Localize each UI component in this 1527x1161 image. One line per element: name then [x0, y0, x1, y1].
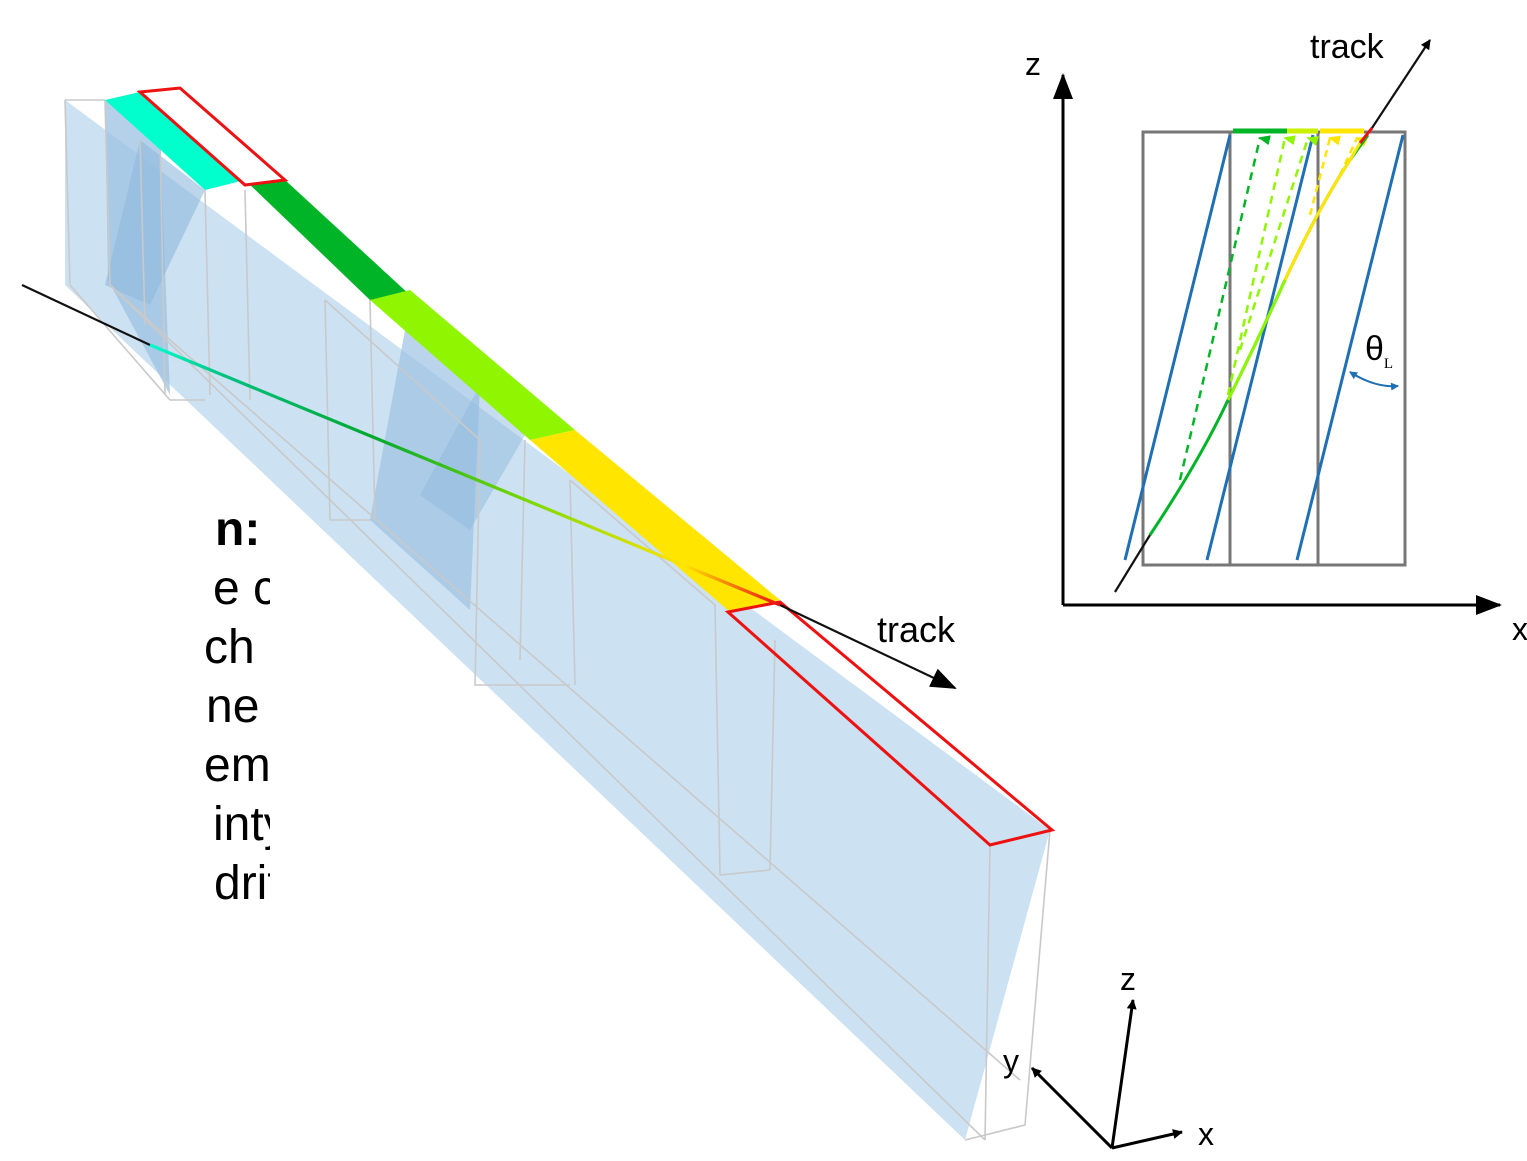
cell-top-1 — [105, 92, 245, 190]
cell-wall-shade-4 — [420, 385, 525, 530]
track-incoming — [21, 284, 151, 346]
inset-track-label: track — [1310, 28, 1385, 66]
triad-y-axis — [1030, 1066, 1114, 1150]
description-line-1: e closest — [213, 562, 270, 615]
cell-wall-shade-3 — [370, 330, 480, 610]
triad-z-axis — [1110, 999, 1137, 1149]
description-line-3: ne — [206, 680, 260, 733]
inset-track-colored-yellow — [1283, 142, 1362, 281]
detector-3d-view: track — [21, 86, 1056, 1141]
inset-track-black-low — [1114, 534, 1151, 593]
inset-arrow-lime-1 — [1226, 135, 1296, 396]
cell-top-4 — [530, 430, 780, 612]
inset-track-colored-lime — [1226, 279, 1287, 401]
description-line-2: ch radius — [204, 621, 270, 674]
triad-x-label: x — [1198, 1116, 1214, 1152]
inset-z-label: z — [1025, 46, 1041, 82]
track-outgoing — [779, 604, 957, 689]
inset-drift-lines — [1123, 134, 1405, 561]
triad-z-label: z — [1120, 961, 1136, 997]
inset-angle-label: θL — [1365, 330, 1393, 372]
description-line-4: ement — [204, 739, 270, 792]
inset-diagram: z x track θL — [1025, 28, 1527, 647]
inset-arrow-lime-2 — [1238, 136, 1320, 351]
axes-triad: z y x — [1003, 961, 1214, 1152]
inset-angle-arc — [1349, 371, 1399, 391]
description-line-6: drift time — [214, 857, 270, 910]
triad-x-axis — [1111, 1129, 1183, 1150]
detector-body — [65, 100, 1050, 1140]
description-heading: n: — [215, 503, 261, 556]
inset-arrow-green — [1178, 135, 1271, 481]
highlight-cell-end — [724, 600, 1056, 847]
description-text-fragment: n: e closest ch radius ne ement inty dri… — [0, 500, 270, 913]
track-in-detector — [149, 343, 781, 607]
highlight-cell-start — [136, 86, 289, 187]
cell-wall-shade-2 — [105, 140, 205, 305]
inset-x-label: x — [1512, 611, 1527, 647]
main-track-label: track — [877, 609, 956, 650]
description-line-5: inty — [213, 798, 270, 851]
inset-track-red — [1358, 127, 1374, 144]
detector-wireframe — [64, 99, 1051, 1141]
inset-arrow-yellow-1 — [1308, 135, 1341, 216]
cell-top-2 — [245, 180, 410, 300]
cell-top-3 — [370, 290, 575, 440]
triad-y-label: y — [1003, 1043, 1019, 1079]
inset-track-black-high — [1371, 39, 1431, 129]
